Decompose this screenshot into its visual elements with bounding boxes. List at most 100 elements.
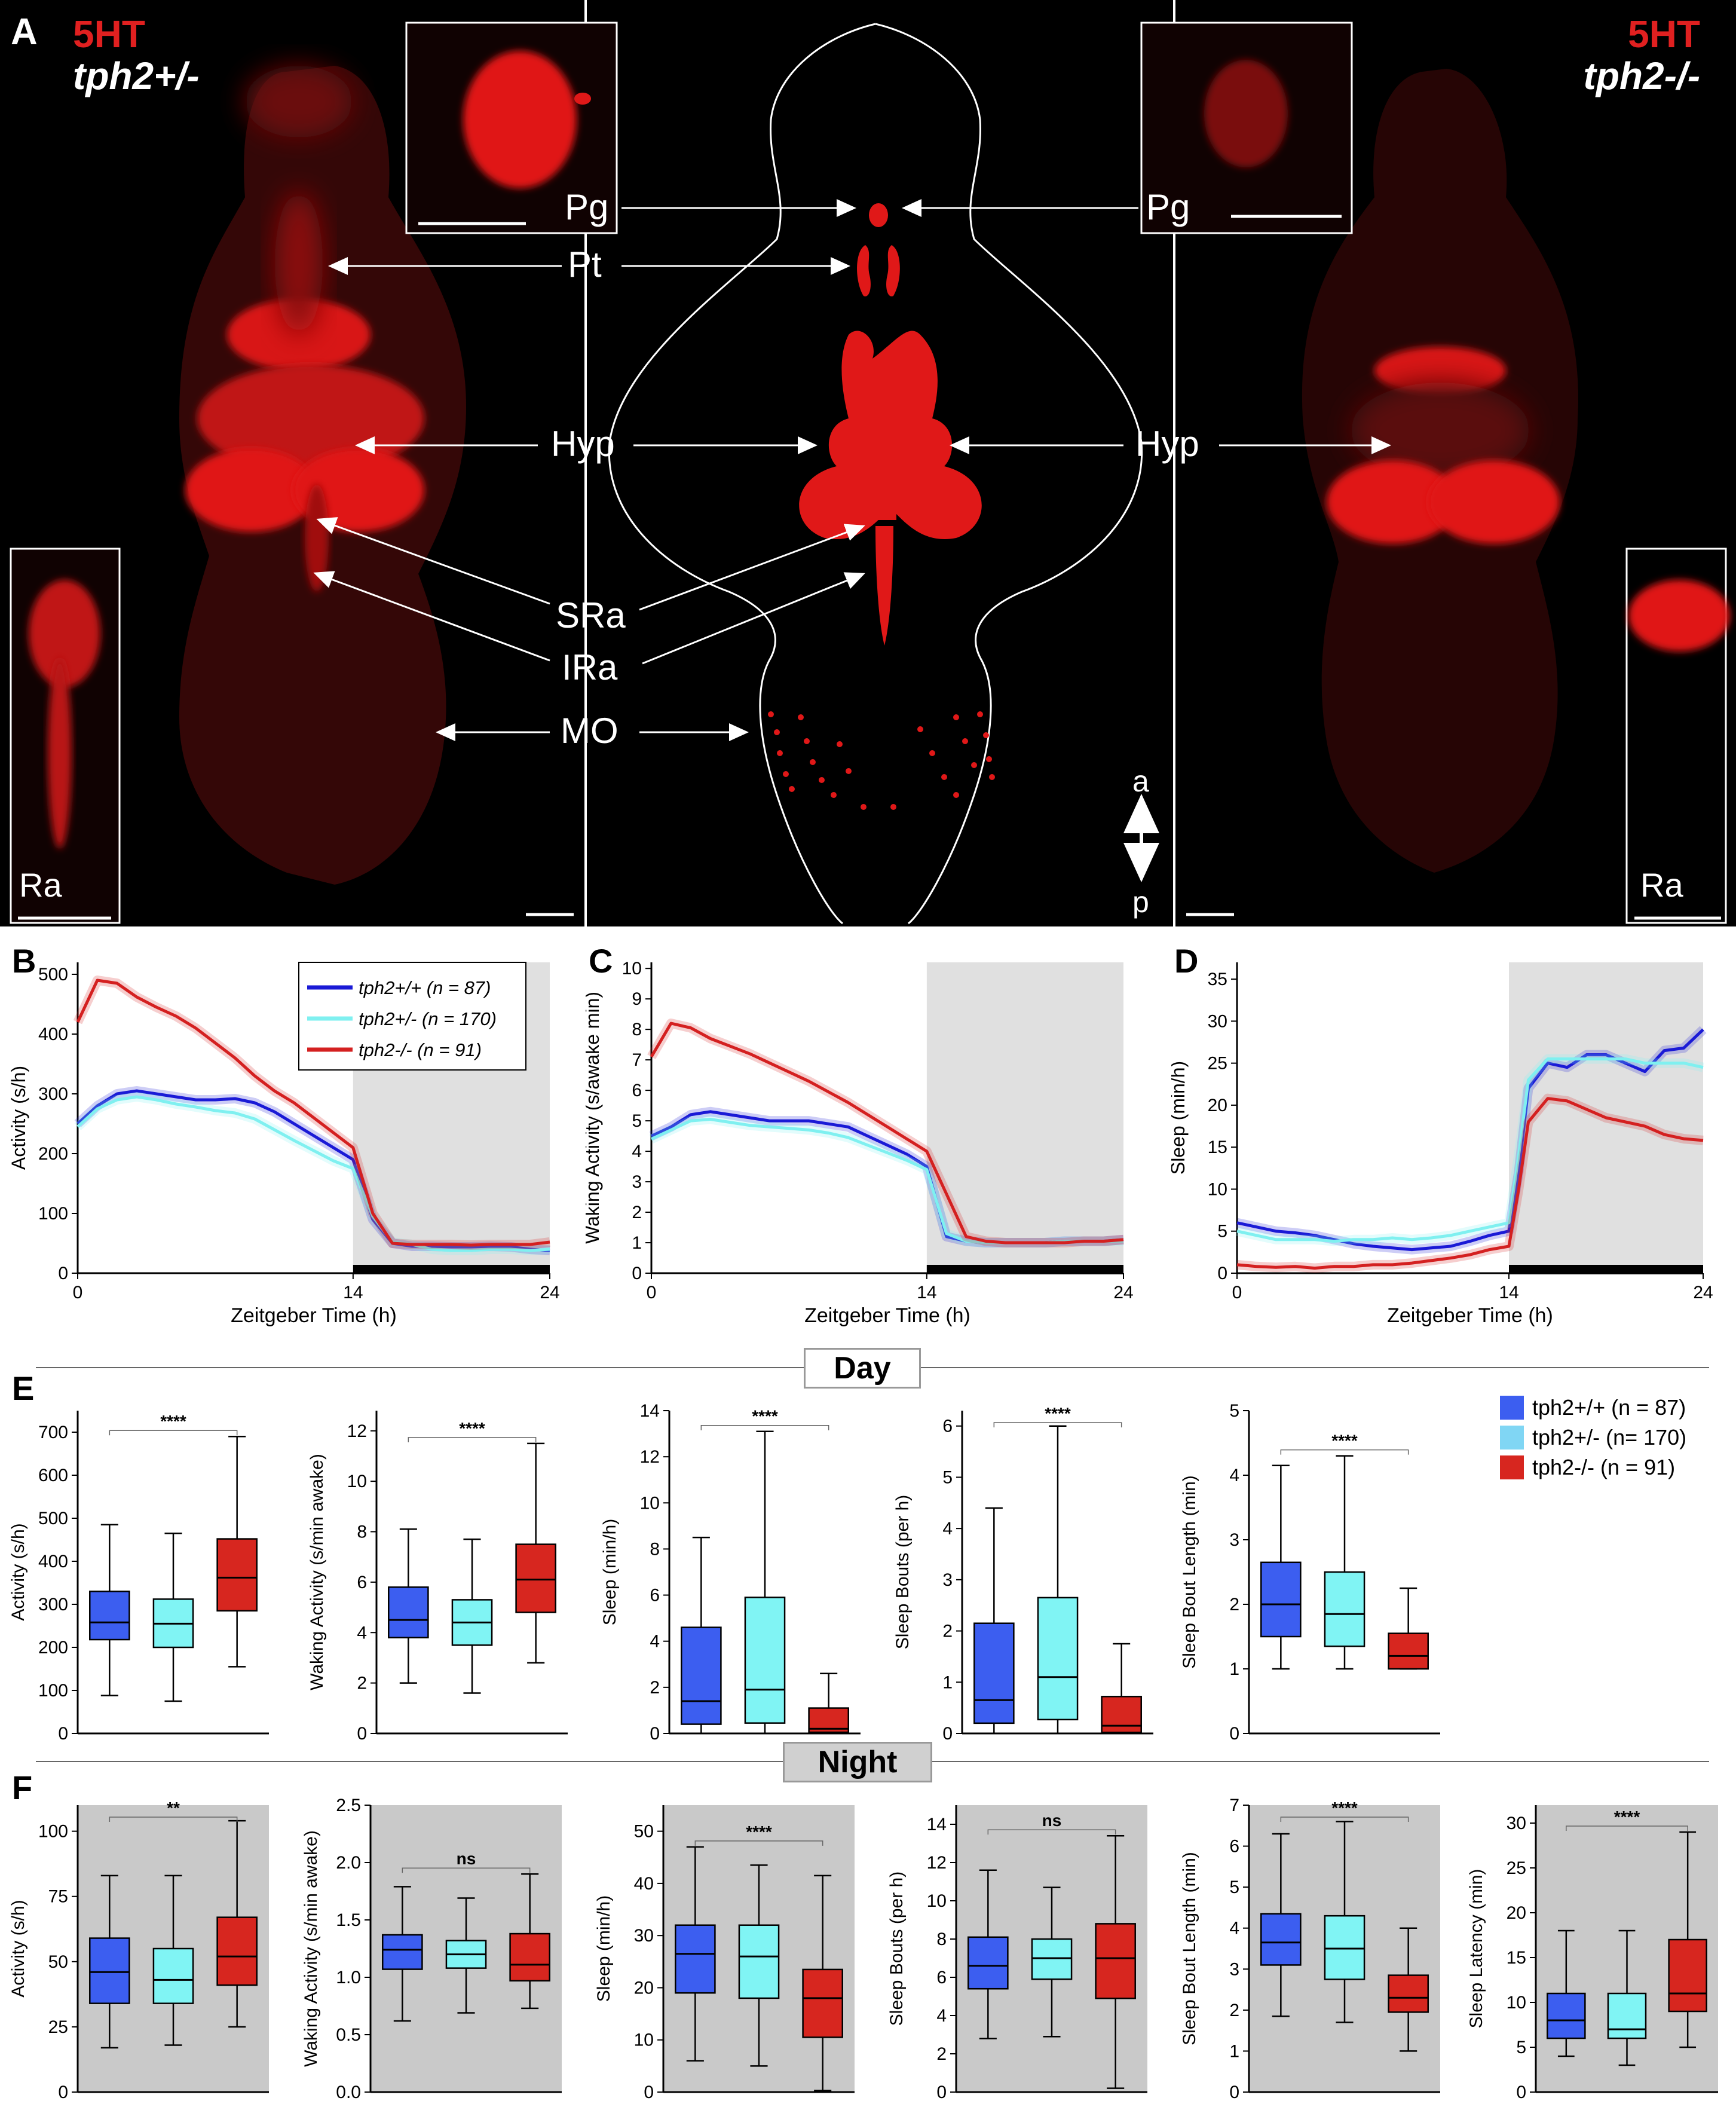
legend-swatch-wt <box>1500 1396 1524 1420</box>
chart-e-sleep: 0 2 4 6 8 10 12 14 Sleep (min/h) **** <box>600 1401 861 1744</box>
inset-pg-right <box>1140 22 1353 234</box>
y-tick-label: 30 <box>634 1926 654 1946</box>
box-iqr <box>388 1586 429 1638</box>
y-axis-label: Sleep Bouts (per h) <box>893 1495 913 1649</box>
chart-f-activity: 0 25 50 75 100 Activity (s/h) ** <box>8 1799 269 2102</box>
y-tick-label: 200 <box>38 1144 68 1164</box>
y-tick-label: 12 <box>640 1447 660 1467</box>
box-iqr <box>681 1626 722 1725</box>
significance-bracket <box>1566 1825 1688 1831</box>
box-iqr <box>216 1538 258 1612</box>
box-iqr <box>515 1543 556 1613</box>
box-iqr <box>744 1597 786 1724</box>
y-tick-label: 7 <box>632 1050 642 1070</box>
significance-bracket <box>700 1424 829 1430</box>
series-line <box>1236 1097 1704 1270</box>
y-tick-label: 50 <box>634 1822 654 1842</box>
label-arrows <box>313 199 1391 882</box>
label-mo: MO <box>561 711 619 751</box>
y-axis-label: Activity (s/h) <box>8 1066 29 1170</box>
chart-e-activity: 0 100 200 300 400 500 600 700 Activity (s/h) **** <box>8 1411 269 1744</box>
y-tick-label: 40 <box>634 1874 654 1894</box>
box-iqr <box>973 1622 1015 1724</box>
chart-c-waking-activity: 0 1 2 3 4 5 6 7 8 9 10 0 14 24 Zeitgeber Time (h) Wakin… <box>586 959 1134 1327</box>
panel-letter-f: F <box>12 1769 33 1806</box>
y-axis-label: Waking Activity (s/min awake) <box>307 1454 327 1690</box>
box-iqr <box>1031 1938 1073 1980</box>
box-iqr <box>802 1968 843 2038</box>
y-tick-label: 0 <box>1217 1264 1227 1283</box>
y-tick-label: 0 <box>632 1264 642 1283</box>
significance-bracket <box>694 1840 823 1846</box>
y-tick-label: 15 <box>1208 1137 1227 1157</box>
chart-f-sleep-bout-length: 0 1 2 3 4 5 6 7 Sleep Bout Length (min) **** <box>1180 1796 1440 2102</box>
significance-label: **** <box>459 1419 485 1438</box>
y-tick-label: 5 <box>1229 1877 1239 1897</box>
y-tick-label: 10 <box>347 1472 367 1491</box>
y-tick-label: 10 <box>1507 1993 1526 2013</box>
y-tick-label: 400 <box>38 1025 68 1044</box>
y-tick-label: 3 <box>1229 1530 1239 1550</box>
right-title-genotype: tph2-/- <box>1583 54 1701 97</box>
y-axis-label: Sleep Bouts (per h) <box>887 1872 907 2026</box>
significance-bracket <box>408 1437 537 1442</box>
y-tick-label: 2.5 <box>336 1796 361 1815</box>
y-tick-label: 3 <box>632 1172 642 1192</box>
y-tick-label: 15 <box>1507 1948 1526 1968</box>
box-iqr <box>1324 1571 1365 1647</box>
y-tick-label: 5 <box>1516 2038 1526 2057</box>
y-tick-label: 5 <box>942 1467 953 1487</box>
y-tick-label: 4 <box>650 1632 660 1652</box>
y-tick-label: 1.5 <box>336 1910 361 1930</box>
panel-letter-e: E <box>12 1369 35 1407</box>
x-tick-label: 0 <box>73 1283 83 1302</box>
y-tick-label: 25 <box>1507 1858 1526 1878</box>
y-tick-label: 100 <box>38 1681 68 1701</box>
panel-letter-b: B <box>12 942 36 980</box>
series-line <box>650 1022 1124 1244</box>
chart-b-activity: 0 100 200 300 400 500 0 14 24 Zeitgeber Time (h) A… <box>8 962 560 1327</box>
y-tick-label: 12 <box>927 1853 947 1873</box>
line-legend <box>298 962 526 1071</box>
chart-f-sleep-bouts: 0 2 4 6 8 10 12 14 Sleep Bouts (per h) ns <box>887 1805 1147 2102</box>
label-ra-left: Ra <box>19 866 62 904</box>
y-tick-label: 300 <box>38 1595 68 1614</box>
schematic-raphe <box>875 526 893 646</box>
box-iqr <box>1388 1632 1429 1670</box>
box-iqr <box>1101 1696 1142 1733</box>
y-tick-label: 4 <box>936 2006 947 2026</box>
box-iqr <box>1095 1923 1136 1999</box>
box-iqr <box>152 1947 194 2004</box>
significance-bracket <box>1280 1449 1409 1455</box>
significance-label: **** <box>752 1407 778 1426</box>
significance-bracket <box>109 1430 238 1436</box>
y-tick-label: 8 <box>936 1929 947 1949</box>
box-iqr <box>1547 1992 1586 2039</box>
significance-label: **** <box>746 1822 772 1841</box>
x-tick-label: 14 <box>343 1283 363 1302</box>
label-pg-left: Pg <box>565 187 609 227</box>
panel-letter-d: D <box>1174 942 1199 980</box>
label-posterior: p <box>1132 885 1149 919</box>
y-tick-label: 0 <box>58 1724 68 1744</box>
box-iqr <box>1037 1597 1079 1721</box>
schematic-pt <box>857 245 900 296</box>
significance-label: ** <box>167 1799 180 1817</box>
schematic-brain-outline <box>608 23 1143 925</box>
significance-label: **** <box>1614 1808 1640 1826</box>
x-tick-label: 24 <box>540 1283 559 1302</box>
label-sra: SRa <box>556 595 626 635</box>
y-tick-label: 2 <box>936 2044 947 2064</box>
inset-ra-right <box>1625 548 1730 924</box>
y-tick-label: 20 <box>1208 1096 1227 1115</box>
box-iqr <box>89 1937 130 2004</box>
chart-e-sleep-bout-length: 0 1 2 3 4 5 Sleep Bout Length (min) **** <box>1180 1401 1440 1744</box>
series-line <box>76 1095 550 1252</box>
y-tick-label: 0 <box>58 2083 68 2102</box>
box-legend: tph2+/+ (n = 87) tph2+/- (n= 170) tph2-/… <box>1500 1393 1727 1482</box>
y-tick-label: 1 <box>1229 1659 1239 1679</box>
y-tick-label: 2 <box>1229 1595 1239 1614</box>
y-tick-label: 6 <box>942 1417 953 1436</box>
y-tick-label: 20 <box>1507 1903 1526 1923</box>
y-tick-label: 100 <box>38 1204 68 1224</box>
